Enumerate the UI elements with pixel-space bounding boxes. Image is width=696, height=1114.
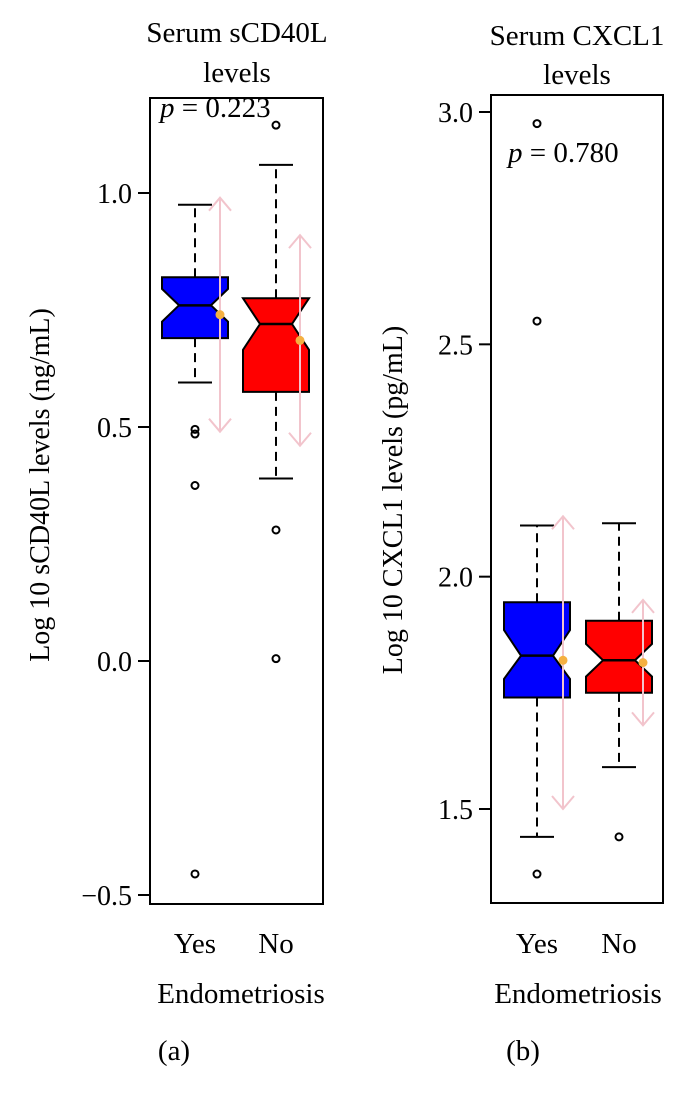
panel-a-x-axis-label: Endometriosis bbox=[157, 978, 325, 1010]
outlier-point bbox=[532, 119, 542, 129]
panel-b-x-tick-no: No bbox=[601, 928, 636, 960]
y-tick-label: 0.0 bbox=[97, 647, 132, 678]
panel-b-p-text: = 0.780 bbox=[523, 137, 619, 169]
sd-arrowhead-lower-yes bbox=[551, 795, 575, 811]
sd-arrowhead-lower-no bbox=[288, 432, 312, 448]
panel-b-plot-frame bbox=[490, 94, 664, 904]
outlier-point bbox=[190, 481, 200, 490]
outlier-point bbox=[190, 869, 200, 879]
panel-b: Serum CXCL1 levels p = 0.780 1.5 2.0 2.5 3.… bbox=[378, 20, 664, 1067]
y-tick-label: 2.0 bbox=[438, 563, 473, 594]
outlier-point bbox=[271, 525, 281, 535]
y-tick-label: 1.5 bbox=[438, 795, 473, 826]
mean-point-yes bbox=[215, 310, 225, 320]
sd-arrowhead-upper-no bbox=[631, 598, 655, 614]
panel-a-p-text: = 0.223 bbox=[175, 92, 271, 124]
panel-b-y-axis-label: Log 10 CXCL1 levels (pg/mL) bbox=[378, 326, 409, 674]
panel-b-y-axis: 1.5 2.0 2.5 3.0 bbox=[438, 98, 491, 826]
panel-b-p-value: p = 0.780 bbox=[506, 137, 619, 169]
panel-a-x-tick-no: No bbox=[258, 928, 293, 960]
panel-b-p-symbol: p bbox=[506, 137, 523, 169]
y-tick-label: 0.5 bbox=[97, 413, 132, 444]
outlier-point bbox=[190, 424, 200, 434]
y-tick-label: 2.5 bbox=[438, 330, 473, 361]
notched-box-no bbox=[241, 297, 311, 393]
mean-point-no bbox=[295, 335, 305, 345]
panel-b-boxes bbox=[503, 119, 655, 879]
sd-arrowhead-upper-yes bbox=[208, 196, 232, 212]
y-tick-label: −0.5 bbox=[81, 881, 132, 912]
outlier-point bbox=[614, 832, 624, 842]
panel-a-title-line-1: Serum sCD40L bbox=[146, 17, 327, 49]
outlier-point bbox=[190, 429, 200, 439]
notched-box-yes bbox=[161, 276, 229, 340]
panel-b-x-tick-yes: Yes bbox=[516, 928, 558, 960]
panel-a-p-value: p = 0.223 bbox=[158, 92, 271, 124]
panel-a-boxes bbox=[161, 120, 312, 879]
sd-arrowhead-upper-no bbox=[288, 233, 312, 249]
outlier-point bbox=[532, 869, 542, 879]
sd-arrowhead-upper-yes bbox=[551, 514, 575, 530]
panel-b-title-line-1: Serum CXCL1 bbox=[490, 20, 665, 52]
panel-a: Serum sCD40L levels p = 0.223 −0.5 0.0 0.5… bbox=[25, 17, 328, 1067]
panel-b-title-line-2: levels bbox=[543, 59, 611, 91]
panel-a-label: (a) bbox=[158, 1035, 190, 1067]
outlier-point bbox=[532, 316, 542, 326]
panel-a-y-axis-label: Log 10 sCD40L levels (ng/mL) bbox=[25, 308, 56, 662]
panel-a-plot-frame bbox=[149, 97, 324, 905]
mean-point-no bbox=[638, 658, 648, 668]
outlier-point bbox=[271, 654, 281, 664]
panel-b-label: (b) bbox=[506, 1035, 540, 1067]
sd-arrowhead-lower-yes bbox=[208, 418, 232, 434]
panel-b-x-axis-label: Endometriosis bbox=[494, 978, 662, 1010]
panel-a-x-tick-yes: Yes bbox=[174, 928, 216, 960]
sd-arrowhead-lower-no bbox=[631, 711, 655, 727]
panel-a-y-axis: −0.5 0.0 0.5 1.0 bbox=[81, 179, 150, 912]
panel-a-p-symbol: p bbox=[158, 92, 175, 124]
y-tick-label: 3.0 bbox=[438, 98, 473, 129]
notched-box-yes bbox=[503, 601, 571, 699]
notched-box-no bbox=[585, 619, 653, 694]
outlier-point bbox=[271, 120, 281, 130]
panel-a-title-line-2: levels bbox=[203, 57, 271, 89]
mean-point-yes bbox=[558, 655, 568, 665]
y-tick-label: 1.0 bbox=[97, 179, 132, 210]
